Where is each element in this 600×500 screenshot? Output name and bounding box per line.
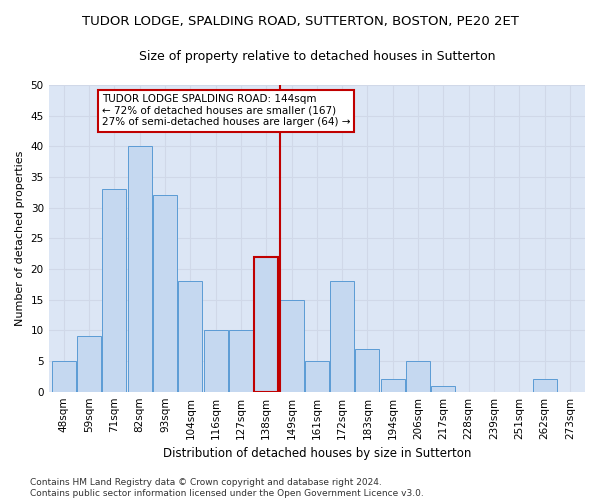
Bar <box>305 361 329 392</box>
Bar <box>103 190 127 392</box>
Bar <box>431 386 455 392</box>
Bar <box>128 146 152 392</box>
Bar <box>381 380 405 392</box>
Bar <box>355 348 379 392</box>
Bar <box>203 330 227 392</box>
X-axis label: Distribution of detached houses by size in Sutterton: Distribution of detached houses by size … <box>163 447 471 460</box>
Y-axis label: Number of detached properties: Number of detached properties <box>15 150 25 326</box>
Bar <box>52 361 76 392</box>
Text: Contains HM Land Registry data © Crown copyright and database right 2024.
Contai: Contains HM Land Registry data © Crown c… <box>30 478 424 498</box>
Bar <box>254 256 278 392</box>
Bar <box>406 361 430 392</box>
Text: TUDOR LODGE SPALDING ROAD: 144sqm
← 72% of detached houses are smaller (167)
27%: TUDOR LODGE SPALDING ROAD: 144sqm ← 72% … <box>102 94 350 128</box>
Bar <box>153 196 177 392</box>
Bar <box>533 380 557 392</box>
Title: Size of property relative to detached houses in Sutterton: Size of property relative to detached ho… <box>139 50 495 63</box>
Bar <box>280 300 304 392</box>
Bar <box>229 330 253 392</box>
Bar <box>178 282 202 392</box>
Bar <box>330 282 354 392</box>
Text: TUDOR LODGE, SPALDING ROAD, SUTTERTON, BOSTON, PE20 2ET: TUDOR LODGE, SPALDING ROAD, SUTTERTON, B… <box>82 15 518 28</box>
Bar <box>77 336 101 392</box>
